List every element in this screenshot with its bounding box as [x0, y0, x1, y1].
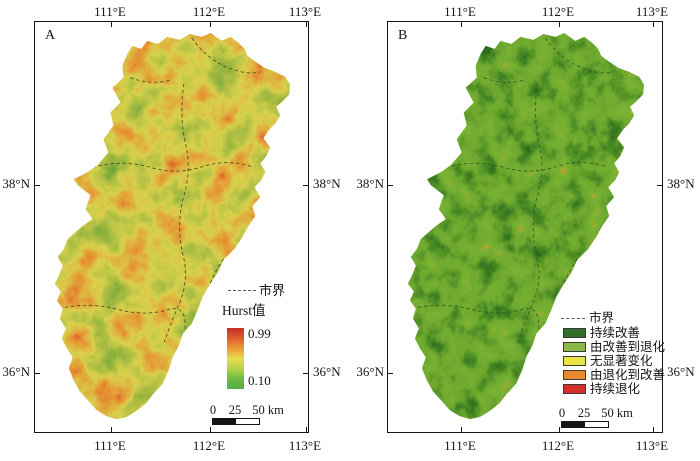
- tick-bottom: [111, 427, 113, 432]
- tick-bottom: [653, 427, 655, 432]
- axis-label-bottom: 111°E: [444, 438, 476, 453]
- boundary-dash-symbol: [561, 318, 585, 319]
- colorbar-min-label: 0.10: [248, 373, 271, 388]
- boundary-dash-symbol: [228, 290, 256, 291]
- axis-label-top: 112°E: [192, 4, 226, 19]
- legend-label: 由退化到改善: [590, 368, 666, 382]
- tick-left: [388, 373, 393, 375]
- legend-label: 由改善到退化: [590, 340, 666, 354]
- axis-label-bottom: 113°E: [635, 438, 669, 453]
- tick-bottom: [461, 427, 463, 432]
- tick-top: [653, 22, 655, 27]
- axis-label-top: 113°E: [635, 4, 669, 19]
- scale-bar: 0 25 50 km: [558, 406, 640, 430]
- tick-right: [303, 373, 308, 375]
- scale-label-25: 25: [228, 403, 242, 417]
- boundary-legend-label: 市界: [259, 283, 286, 298]
- tick-top: [111, 22, 113, 27]
- tick-top: [461, 22, 463, 27]
- scale-bar-black-segment: [562, 422, 585, 427]
- legend-swatch-improvement-to-degradation: [563, 342, 586, 352]
- hurst-map-a: [54, 32, 291, 420]
- axis-label-bottom: 113°E: [288, 438, 322, 453]
- tick-left: [35, 185, 40, 187]
- colorbar-max-label: 0.99: [248, 326, 271, 341]
- tick-top: [306, 22, 308, 27]
- legend-label: 无显著变化: [590, 354, 653, 368]
- legend-swatch-degradation-to-improvement: [563, 370, 586, 380]
- tick-bottom: [559, 427, 561, 432]
- scale-bar-graphic: [212, 418, 260, 425]
- axis-label-top: 112°E: [541, 4, 575, 19]
- scale-bar-graphic: [561, 421, 609, 428]
- region-raster-trend: [407, 32, 645, 420]
- axis-label-left: 36°N: [2, 364, 30, 379]
- scale-label-50km: 50 km: [601, 406, 633, 420]
- colorbar-title: Hurst值: [222, 303, 266, 318]
- legend-swatch-continuous-degradation: [563, 384, 586, 394]
- tick-right: [303, 185, 308, 187]
- legend-label: 持续退化: [590, 382, 641, 396]
- axis-label-right: 36°N: [667, 364, 695, 379]
- legend-swatch-no-significant-change: [563, 356, 586, 366]
- legend-swatch-continuous-improvement: [563, 328, 586, 338]
- tick-bottom: [306, 427, 308, 432]
- panel-letter-b: B: [398, 28, 408, 43]
- tick-top: [210, 22, 212, 27]
- scale-label-0: 0: [209, 403, 217, 417]
- axis-label-top: 113°E: [288, 4, 322, 19]
- axis-label-left: 38°N: [356, 176, 384, 191]
- tick-left: [388, 185, 393, 187]
- axis-label-right: 36°N: [313, 364, 341, 379]
- axis-label-right: 38°N: [313, 176, 341, 191]
- tick-right: [657, 373, 662, 375]
- axis-label-bottom: 112°E: [541, 438, 575, 453]
- scale-label-25: 25: [577, 406, 591, 420]
- boundary-legend-label: 市界: [589, 311, 615, 325]
- scale-bar: 0 25 50 km: [209, 403, 291, 427]
- scale-bar-black-segment: [213, 419, 236, 424]
- panel-letter-a: A: [45, 28, 56, 43]
- map-panel-b: B 市界 持续改善 由改善到退化 无显著变化 由退化到改善 持续退化 0 25 …: [387, 21, 666, 433]
- trend-map-b: [407, 32, 645, 420]
- tick-right: [657, 185, 662, 187]
- axis-label-left: 38°N: [2, 176, 30, 191]
- tick-top: [559, 22, 561, 27]
- tick-left: [35, 373, 40, 375]
- tick-bottom: [210, 427, 212, 432]
- hurst-colorbar: [227, 328, 244, 389]
- map-panel-a: A 市界 Hurst值 0.99 0.10 0 25 50 km: [34, 21, 309, 433]
- axis-label-top: 111°E: [444, 4, 476, 19]
- axis-label-bottom: 112°E: [192, 438, 226, 453]
- axis-label-bottom: 111°E: [94, 438, 126, 453]
- scale-label-0: 0: [558, 406, 566, 420]
- axis-label-top: 111°E: [94, 4, 126, 19]
- axis-label-right: 38°N: [667, 176, 695, 191]
- region-raster-hurst: [54, 32, 291, 420]
- legend-label: 持续改善: [590, 326, 641, 340]
- axis-label-left: 36°N: [356, 364, 384, 379]
- scale-label-50km: 50 km: [252, 403, 284, 417]
